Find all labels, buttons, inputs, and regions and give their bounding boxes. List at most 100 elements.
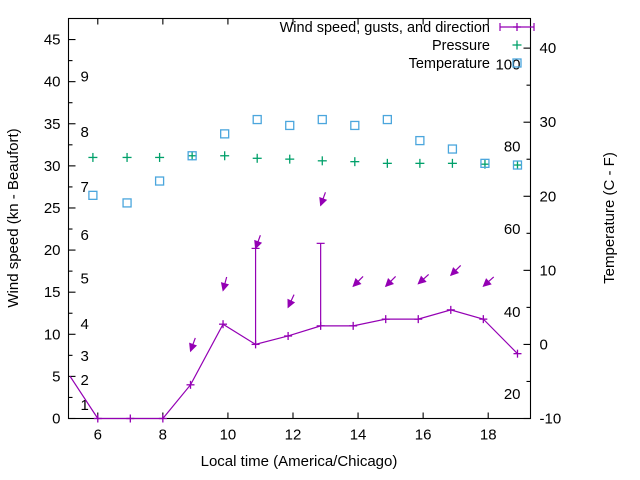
wind-point-marker xyxy=(93,414,102,423)
wind-point-marker xyxy=(446,305,455,314)
y-tick-label: 30 xyxy=(44,158,61,175)
wind-point-marker xyxy=(381,315,390,324)
wind-direction-arrow xyxy=(417,273,430,285)
pressure-point-marker xyxy=(350,157,360,167)
y2-tick-label: 0 xyxy=(540,336,548,353)
gust-bar xyxy=(251,247,260,345)
wind-direction-arrow xyxy=(254,235,263,250)
temperature-point-marker xyxy=(350,120,360,131)
pressure-point-marker xyxy=(252,153,262,163)
temperature-point-marker xyxy=(382,114,392,125)
wind-direction-arrow xyxy=(384,275,397,288)
temperature-point-marker xyxy=(317,114,327,125)
arrow-head xyxy=(449,267,460,277)
pressure-point-marker xyxy=(382,158,392,168)
arrow-head xyxy=(352,278,362,288)
wind-point-marker xyxy=(186,380,195,389)
wind-direction-arrow xyxy=(220,276,230,292)
fahrenheit-scale-labels: 20 40 60 80 100 xyxy=(495,56,520,403)
legend-label: Temperature xyxy=(409,56,490,72)
y-tick-label: 0 xyxy=(52,411,60,428)
pressure-point-marker xyxy=(415,158,425,168)
x-tick-label: 12 xyxy=(285,427,302,444)
temperature-point-marker xyxy=(88,190,98,200)
wind-point-marker xyxy=(479,315,488,324)
y-tick-label: 15 xyxy=(44,284,61,301)
chart-legend: Wind speed, gusts, and direction Pressure… xyxy=(280,20,535,72)
x-tick-label: 10 xyxy=(220,427,237,444)
y-tick-label: 5 xyxy=(52,368,60,385)
legend-label: Wind speed, gusts, and direction xyxy=(280,20,490,36)
x-axis-ticks: 6 8 10 12 14 16 18 xyxy=(94,18,497,444)
pressure-point-marker xyxy=(285,154,295,164)
legend-item-wind-speed[interactable]: Wind speed, gusts, and direction xyxy=(280,20,535,36)
temperature-point-marker xyxy=(285,120,295,131)
wind-speed-line xyxy=(69,309,518,420)
y2-tick-label: 10 xyxy=(540,262,557,279)
arrow-head xyxy=(319,196,328,207)
beaufort-label: 7 xyxy=(81,179,89,196)
beaufort-label: 2 xyxy=(81,372,89,389)
y-tick-label: 10 xyxy=(44,326,61,343)
fahrenheit-label: 80 xyxy=(504,139,521,156)
fahrenheit-label: 60 xyxy=(504,221,521,238)
x-tick-label: 8 xyxy=(159,427,167,444)
legend-item-pressure[interactable]: Pressure xyxy=(432,38,522,54)
wind-direction-arrow xyxy=(189,337,198,353)
temperature-point-marker xyxy=(154,176,165,186)
wind-direction-arrow xyxy=(449,265,462,277)
wind-point-marker xyxy=(158,414,167,423)
beaufort-label: 9 xyxy=(81,69,89,86)
fahrenheit-label: 100 xyxy=(495,56,520,73)
y-tick-label: 20 xyxy=(44,242,61,259)
series-pressure xyxy=(88,151,522,170)
beaufort-label: 3 xyxy=(81,348,89,365)
beaufort-label: 6 xyxy=(81,227,89,244)
arrow-head xyxy=(254,239,263,250)
temperature-point-marker xyxy=(220,129,230,139)
y-tick-label: 45 xyxy=(44,32,61,49)
x-tick-label: 18 xyxy=(480,427,497,444)
beaufort-label: 5 xyxy=(81,271,89,288)
y2-tick-label: 30 xyxy=(540,114,557,131)
wind-point-marker xyxy=(284,331,293,340)
arrow-head xyxy=(189,342,198,353)
temperature-point-marker xyxy=(252,114,262,125)
y-tick-label: 25 xyxy=(44,200,61,217)
pressure-point-marker xyxy=(122,152,132,162)
beaufort-scale-labels: 1 2 3 4 5 6 7 8 9 xyxy=(81,69,89,414)
y-tick-label: 35 xyxy=(44,116,61,133)
temperature-point-marker xyxy=(512,160,523,170)
fahrenheit-label: 20 xyxy=(504,386,521,403)
y2-axis-title: Temperature (C - F) xyxy=(601,152,618,284)
temperature-point-marker xyxy=(122,198,132,208)
arrow-head xyxy=(287,298,296,309)
beaufort-label: 1 xyxy=(81,397,89,414)
temperature-point-marker xyxy=(480,158,490,168)
wind-point-marker xyxy=(219,320,228,329)
y2-tick-label: 20 xyxy=(540,188,557,205)
legend-cross-swatch xyxy=(513,23,521,31)
pressure-point-marker xyxy=(447,158,457,168)
x-tick-label: 6 xyxy=(94,427,102,444)
wind-direction-arrow xyxy=(287,294,296,309)
wind-point-marker xyxy=(414,315,423,324)
legend-square-swatch xyxy=(512,58,522,68)
y2-axis-ticks: -10 0 10 20 30 40 xyxy=(523,40,561,428)
y-axis-ticks: 0 5 10 15 20 25 30 35 40 45 xyxy=(44,32,76,428)
arrow-head xyxy=(384,278,394,288)
y-tick-label: 40 xyxy=(44,74,61,91)
plot-frame xyxy=(67,17,532,420)
legend-plus-swatch xyxy=(512,40,522,50)
x-axis-title: Local time (America/Chicago) xyxy=(201,453,398,470)
wind-direction-arrow xyxy=(352,275,364,288)
fahrenheit-label: 40 xyxy=(504,304,521,321)
wind-point-marker xyxy=(126,414,135,423)
legend-item-temperature[interactable]: Temperature xyxy=(409,56,522,72)
pressure-point-marker xyxy=(187,151,197,161)
pressure-point-marker xyxy=(220,151,230,161)
wind-direction-arrow xyxy=(319,192,328,207)
x-tick-label: 16 xyxy=(415,427,432,444)
arrow-head xyxy=(417,275,427,285)
